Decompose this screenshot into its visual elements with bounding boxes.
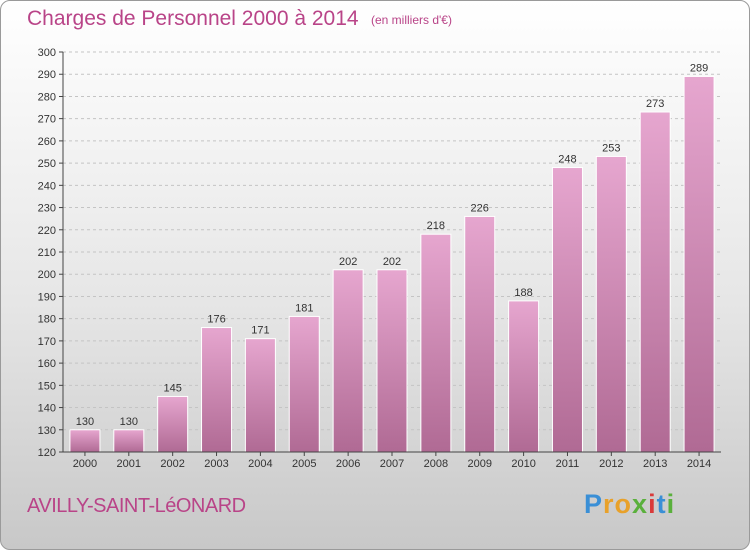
bar [332, 269, 364, 453]
bar [113, 429, 145, 453]
value-label: 176 [207, 314, 225, 326]
y-tick-label: 140 [38, 403, 56, 415]
logo-letter: x [632, 489, 649, 519]
y-tick-label: 120 [38, 447, 56, 459]
bar [464, 215, 496, 453]
x-tick-label: 2008 [424, 458, 448, 470]
x-tick-label: 2004 [248, 458, 272, 470]
unit-note: (en milliers d'€) [371, 13, 452, 27]
commune-name: AVILLY-SAINT-LéONARD [27, 495, 246, 517]
value-label: 145 [163, 382, 181, 394]
y-tick-label: 170 [38, 336, 56, 348]
y-tick-label: 190 [38, 291, 56, 303]
y-tick-label: 160 [38, 358, 56, 370]
y-tick-label: 270 [38, 114, 56, 126]
value-label: 181 [295, 302, 313, 314]
bar [639, 111, 671, 453]
x-tick-label: 2001 [117, 458, 141, 470]
value-label: 188 [514, 287, 532, 299]
x-tick-label: 2006 [336, 458, 360, 470]
value-label: 130 [76, 416, 94, 428]
bar [508, 300, 540, 453]
logo-letter: r [603, 489, 615, 519]
value-label: 289 [690, 62, 708, 74]
y-tick-label: 250 [38, 158, 56, 170]
x-tick-label: 2007 [380, 458, 404, 470]
logo-letter: i [666, 489, 676, 519]
y-tick-label: 180 [38, 314, 56, 326]
x-tick-label: 2012 [599, 458, 623, 470]
x-tick-label: 2003 [204, 458, 228, 470]
x-tick-label: 2010 [511, 458, 535, 470]
value-label: 253 [602, 142, 620, 154]
x-tick-label: 2005 [292, 458, 316, 470]
y-tick-label: 220 [38, 225, 56, 237]
value-label: 202 [339, 256, 357, 268]
logo-letter: P [584, 489, 604, 519]
logo-letter: i [648, 489, 657, 519]
value-label: 171 [251, 325, 269, 337]
value-label: 248 [558, 154, 576, 166]
bar [683, 75, 715, 453]
bar [244, 338, 276, 453]
bar [420, 233, 452, 453]
y-tick-label: 130 [38, 425, 56, 437]
y-tick-label: 290 [38, 69, 56, 81]
y-tick-label: 280 [38, 91, 56, 103]
bar [288, 315, 320, 453]
y-tick-label: 240 [38, 180, 56, 192]
logo-letter: t [656, 489, 667, 519]
value-label: 130 [120, 416, 138, 428]
proxiti-logo: Proxiti [584, 489, 675, 520]
y-tick-label: 210 [38, 247, 56, 259]
value-label: 202 [383, 256, 401, 268]
y-tick-label: 150 [38, 380, 56, 392]
value-label: 218 [427, 220, 445, 232]
bar [69, 429, 101, 453]
x-tick-label: 2002 [160, 458, 184, 470]
y-tick-label: 260 [38, 136, 56, 148]
value-label: 273 [646, 98, 664, 110]
bar [551, 167, 583, 453]
x-tick-label: 2011 [556, 458, 580, 470]
bar [376, 269, 408, 453]
x-tick-label: 2013 [643, 458, 667, 470]
logo-letter: o [614, 489, 633, 519]
bar [201, 327, 233, 453]
x-tick-label: 2014 [687, 458, 711, 470]
y-tick-label: 200 [38, 269, 56, 281]
x-tick-label: 2000 [73, 458, 97, 470]
chart-title: Charges de Personnel 2000 à 2014 [27, 7, 359, 30]
value-label: 226 [471, 202, 489, 214]
bar [595, 155, 627, 453]
x-tick-label: 2009 [467, 458, 491, 470]
bar [157, 395, 189, 453]
y-tick-label: 230 [38, 203, 56, 215]
y-tick-label: 300 [38, 47, 56, 59]
